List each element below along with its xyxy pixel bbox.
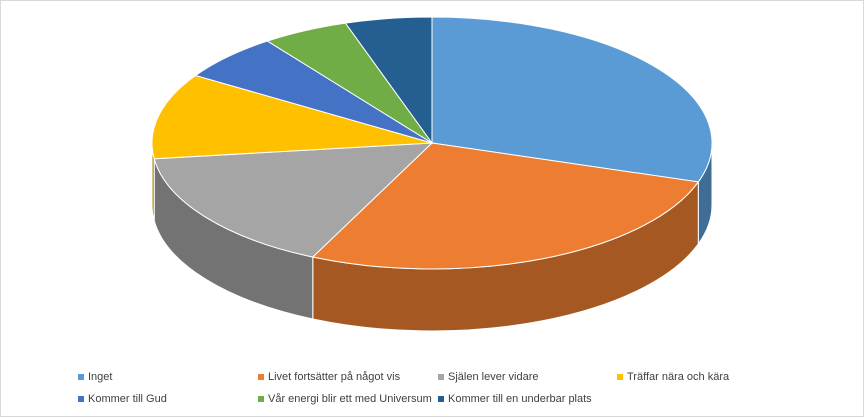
legend-label: Vår energi blir ett med Universum	[268, 393, 432, 405]
legend-swatch	[438, 396, 444, 402]
legend-label: Inget	[88, 371, 112, 383]
pie-tops	[151, 16, 713, 270]
pie-slice	[344, 16, 433, 145]
legend-label: Livet fortsätter på något vis	[268, 371, 401, 383]
pie-slice	[151, 74, 433, 160]
legend-swatch	[258, 396, 264, 402]
legend-swatch	[78, 396, 84, 402]
legend-label: Själen lever vidare	[448, 371, 539, 383]
legend-swatch	[617, 374, 623, 380]
pie-sides	[151, 142, 713, 332]
pie-slice	[431, 16, 713, 183]
legend-swatch	[78, 374, 84, 380]
legend-label: Träffar nära och kära	[627, 371, 730, 383]
pie-slice	[311, 142, 700, 270]
legend: Inget Livet fortsätter på något vis Själen…	[78, 371, 730, 405]
legend-label: Kommer till en underbar plats	[448, 393, 592, 405]
legend-label: Kommer till Gud	[88, 393, 167, 405]
pie-slice	[153, 142, 434, 258]
legend-swatch	[258, 374, 264, 380]
legend-swatch	[438, 374, 444, 380]
